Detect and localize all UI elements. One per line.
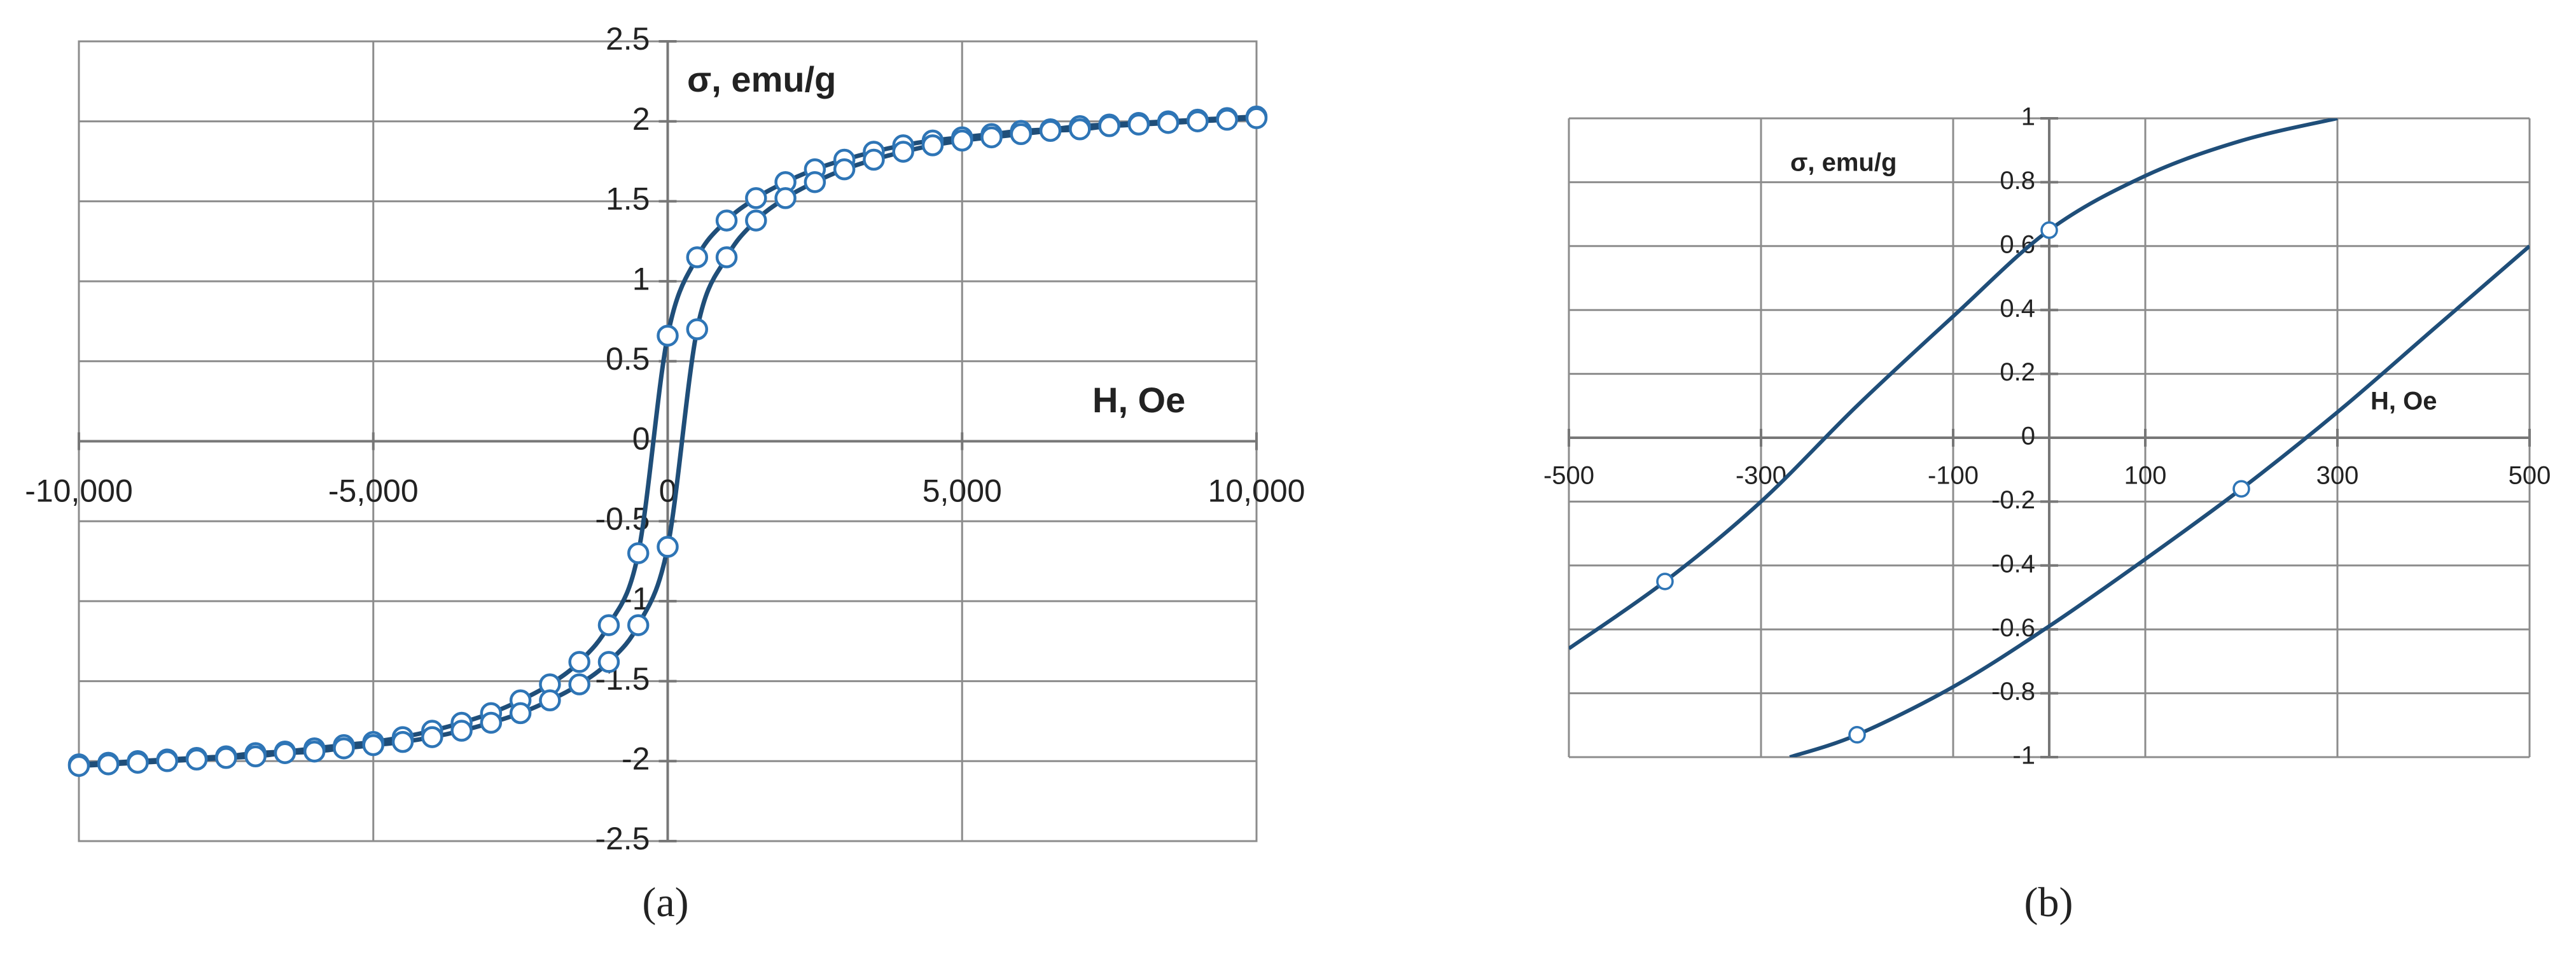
y-tick-label: -0.2: [1991, 486, 2035, 514]
y-tick-label: -0.8: [1991, 678, 2035, 706]
x-tick-label: -10,000: [25, 473, 133, 509]
x-tick-label: 10,000: [1208, 473, 1305, 509]
data-point: [274, 742, 296, 764]
y-tick-label: 2: [632, 101, 650, 137]
y-tick-label: -1: [2012, 742, 2035, 770]
data-point: [450, 720, 473, 742]
data-point: [745, 187, 767, 209]
data-point: [951, 129, 973, 152]
data-point: [509, 702, 532, 725]
panel-label: (b): [2024, 879, 2073, 926]
data-point: [745, 209, 767, 232]
y-tick-label: 0.4: [2000, 295, 2035, 323]
data-point: [686, 246, 709, 268]
y-axis-label: σ, emu/g: [1790, 149, 1897, 177]
data-point: [657, 324, 679, 347]
data-point: [892, 141, 914, 163]
data-point: [715, 246, 738, 268]
data-point: [1157, 111, 1180, 134]
data-point: [921, 134, 944, 157]
y-tick-label: -0.6: [1991, 614, 2035, 642]
markers: [67, 105, 1268, 777]
data-point: [1039, 120, 1062, 143]
y-tick-label: 1.5: [606, 181, 650, 217]
data-point: [715, 209, 738, 232]
y-tick-label: -2: [622, 741, 650, 777]
series-line: [1569, 118, 2338, 650]
markers: [1656, 221, 2250, 744]
data-point: [333, 737, 355, 760]
data-point: [686, 318, 709, 340]
data-point: [568, 651, 590, 673]
data-point: [303, 740, 326, 763]
data-point: [1127, 113, 1150, 136]
chart-panel: -2.5-2-1.5-1-0.500.511.522.5-10,000 -5,00…: [25, 21, 1305, 926]
data-point: [597, 651, 620, 673]
data-point: [1216, 108, 1238, 131]
data-point: [391, 730, 414, 753]
panel-label: (a): [642, 879, 688, 926]
y-tick-label: 0.8: [2000, 167, 2035, 195]
data-point: [657, 536, 679, 558]
data-point: [67, 755, 90, 777]
data-point: [2040, 221, 2058, 239]
y-axis-label: σ, emu/g: [687, 59, 836, 99]
x-tick-label: 100: [2124, 462, 2167, 490]
data-point: [244, 745, 267, 768]
x-tick-label: 300: [2316, 462, 2359, 490]
series-line: [1789, 244, 2530, 757]
y-tick-label: 0.5: [606, 341, 650, 377]
data-point: [627, 542, 650, 564]
data-point: [1187, 110, 1209, 132]
data-point: [1010, 123, 1033, 146]
data-point: [127, 751, 149, 774]
y-tick-label: -2.5: [595, 821, 650, 856]
y-tick-label: 0: [632, 421, 650, 457]
data-point: [1245, 107, 1268, 129]
data-point: [627, 614, 650, 636]
data-point: [804, 171, 826, 193]
data-point: [185, 748, 208, 771]
data-point: [568, 673, 590, 695]
x-axis-label: H, Oe: [2371, 387, 2437, 415]
data-point: [539, 689, 561, 712]
data-point: [1069, 118, 1091, 141]
data-point: [980, 126, 1003, 149]
y-tick-label: 1: [2021, 103, 2035, 131]
y-tick-label: 0: [2021, 422, 2035, 450]
x-tick-label: -5,000: [328, 473, 419, 509]
data-point: [597, 614, 620, 636]
x-axis-label: H, Oe: [1092, 380, 1185, 420]
x-tick-label: 500: [2509, 462, 2551, 490]
data-point: [1656, 573, 1674, 590]
plot-area: [1569, 118, 2530, 757]
data-point: [1848, 726, 1866, 744]
data-point: [1098, 115, 1120, 137]
y-tick-label: 0.2: [2000, 358, 2035, 386]
data-point: [863, 148, 885, 171]
y-tick-label: -0.4: [1991, 550, 2035, 578]
data-point: [215, 747, 237, 769]
data-point: [97, 753, 120, 776]
chart-panel: -1-0.8-0.6-0.4-0.200.20.40.60.81-500 -300…: [1543, 103, 2551, 926]
y-tick-label: 2.5: [606, 21, 650, 57]
data-point: [156, 750, 179, 772]
data-point: [2232, 480, 2250, 498]
data-point: [833, 158, 856, 181]
data-point: [480, 711, 503, 734]
y-tick-label: 1: [632, 261, 650, 296]
data-point: [421, 726, 443, 748]
x-tick-label: 5,000: [922, 473, 1002, 509]
data-point: [774, 187, 797, 209]
x-tick-label: -100: [1928, 462, 1979, 490]
data-point: [362, 734, 384, 756]
x-tick-label: -500: [1543, 462, 1594, 490]
